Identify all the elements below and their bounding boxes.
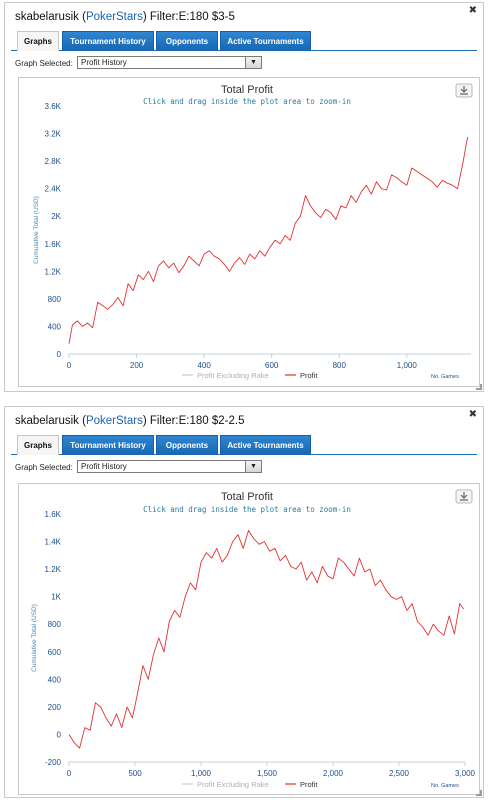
chart-container[interactable]: Total Profit Click and drag inside the pl… bbox=[18, 77, 480, 387]
profit-series-line[interactable] bbox=[68, 136, 469, 344]
graph-select-row: Graph Selected: Profit History ▼ bbox=[5, 51, 483, 71]
y-tick-label: 400 bbox=[48, 675, 62, 684]
x-tick-label: 0 bbox=[67, 769, 72, 778]
graph-select-value: Profit History bbox=[81, 58, 127, 67]
chart-title: Total Profit bbox=[221, 491, 273, 503]
chart-container[interactable]: Total Profit Click and drag inside the pl… bbox=[18, 483, 480, 795]
graph-select-dropdown[interactable]: Profit History ▼ bbox=[77, 460, 262, 473]
y-tick-label: 3.2K bbox=[45, 130, 62, 139]
x-tick-label: 600 bbox=[265, 361, 279, 370]
close-icon[interactable]: ✖ bbox=[468, 5, 477, 16]
x-axis-label: No. Games bbox=[431, 374, 459, 380]
tab-bar: Graphs Tournament History Opponents Acti… bbox=[11, 435, 477, 455]
y-tick-label: 1K bbox=[51, 593, 61, 602]
tab-graphs[interactable]: Graphs bbox=[17, 31, 59, 51]
site-link[interactable]: PokerStars bbox=[85, 11, 143, 23]
filter-label: Filter:E:180 $2-2.5 bbox=[149, 415, 245, 427]
tab-tournament-history[interactable]: Tournament History bbox=[62, 435, 154, 455]
y-tick-label: 2.8K bbox=[45, 157, 62, 166]
y-axis-label: Cumulative Total (USD) bbox=[31, 604, 38, 672]
y-tick-label: 2K bbox=[51, 212, 61, 221]
stats-panel: skabelarusik (PokerStars) Filter:E:180 $… bbox=[4, 406, 484, 798]
player-name: skabelarusik bbox=[15, 415, 79, 427]
y-tick-label: 800 bbox=[48, 620, 62, 629]
y-tick-label: 3.6K bbox=[45, 102, 62, 111]
y-tick-label: 1.4K bbox=[45, 538, 62, 547]
x-tick-label: 400 bbox=[197, 361, 211, 370]
download-icon[interactable] bbox=[460, 492, 468, 501]
tab-tournament-history[interactable]: Tournament History bbox=[62, 31, 154, 51]
y-tick-label: 1.6K bbox=[45, 240, 62, 249]
x-tick-label: 200 bbox=[130, 361, 144, 370]
close-icon[interactable]: ✖ bbox=[468, 409, 477, 420]
y-tick-label: 1.2K bbox=[45, 565, 62, 574]
player-name: skabelarusik bbox=[15, 11, 79, 23]
y-tick-label: -200 bbox=[45, 758, 62, 767]
y-tick-label: 0 bbox=[57, 730, 62, 739]
y-tick-label: 0 bbox=[57, 350, 62, 359]
profit-chart[interactable]: Total Profit Click and drag inside the pl… bbox=[19, 484, 479, 794]
y-tick-label: 1.2K bbox=[45, 267, 62, 276]
y-tick-label: 400 bbox=[48, 322, 62, 331]
graph-selected-label: Graph Selected: bbox=[15, 59, 73, 68]
tab-active-tournaments[interactable]: Active Tournaments bbox=[220, 435, 311, 455]
chevron-down-icon[interactable]: ▼ bbox=[245, 461, 261, 472]
y-tick-label: 600 bbox=[48, 648, 62, 657]
x-tick-label: 1,000 bbox=[397, 361, 418, 370]
legend-item-profit-excluding-rake: Profit Excluding Rake bbox=[197, 780, 269, 789]
tab-graphs[interactable]: Graphs bbox=[17, 435, 59, 455]
graph-select-value: Profit History bbox=[81, 462, 127, 471]
tab-opponents[interactable]: Opponents bbox=[156, 435, 218, 455]
resize-grip-icon[interactable] bbox=[476, 384, 482, 390]
graph-select-row: Graph Selected: Profit History ▼ bbox=[5, 455, 483, 475]
profit-series-line[interactable] bbox=[68, 530, 465, 749]
x-tick-label: 1,000 bbox=[191, 769, 212, 778]
stats-panel: skabelarusik (PokerStars) Filter:E:180 $… bbox=[4, 2, 484, 392]
y-axis-label: Cumulative Total (USD) bbox=[33, 196, 40, 264]
graph-select-dropdown[interactable]: Profit History ▼ bbox=[77, 56, 262, 69]
x-tick-label: 800 bbox=[333, 361, 347, 370]
legend-item-profit-excluding-rake: Profit Excluding Rake bbox=[197, 371, 269, 380]
chart-title: Total Profit bbox=[221, 84, 273, 96]
panel-header: skabelarusik (PokerStars) Filter:E:180 $… bbox=[15, 409, 477, 427]
x-tick-label: 0 bbox=[67, 361, 72, 370]
x-tick-label: 500 bbox=[128, 769, 142, 778]
resize-grip-icon[interactable] bbox=[476, 790, 482, 796]
x-tick-label: 2,000 bbox=[323, 769, 344, 778]
y-tick-label: 2.4K bbox=[45, 185, 62, 194]
filter-label: Filter:E:180 $3-5 bbox=[149, 11, 235, 23]
y-tick-label: 1.6K bbox=[45, 510, 62, 519]
x-tick-label: 2,500 bbox=[389, 769, 410, 778]
x-axis-label: No. Games bbox=[431, 783, 459, 789]
legend-item-profit: Profit bbox=[300, 371, 318, 380]
chart-subtitle: Click and drag inside the plot area to z… bbox=[143, 97, 351, 106]
tab-opponents[interactable]: Opponents bbox=[156, 31, 218, 51]
chevron-down-icon[interactable]: ▼ bbox=[245, 57, 261, 68]
x-tick-label: 3,000 bbox=[455, 769, 476, 778]
panel-header: skabelarusik (PokerStars) Filter:E:180 $… bbox=[15, 5, 477, 23]
download-icon[interactable] bbox=[460, 86, 468, 95]
site-link[interactable]: PokerStars bbox=[85, 415, 143, 427]
y-tick-label: 800 bbox=[48, 295, 62, 304]
x-tick-label: 1,500 bbox=[257, 769, 278, 778]
legend-item-profit: Profit bbox=[300, 780, 318, 789]
tab-active-tournaments[interactable]: Active Tournaments bbox=[220, 31, 311, 51]
chart-subtitle: Click and drag inside the plot area to z… bbox=[143, 505, 351, 514]
tab-bar: Graphs Tournament History Opponents Acti… bbox=[11, 31, 477, 51]
graph-selected-label: Graph Selected: bbox=[15, 463, 73, 472]
y-tick-label: 200 bbox=[48, 703, 62, 712]
